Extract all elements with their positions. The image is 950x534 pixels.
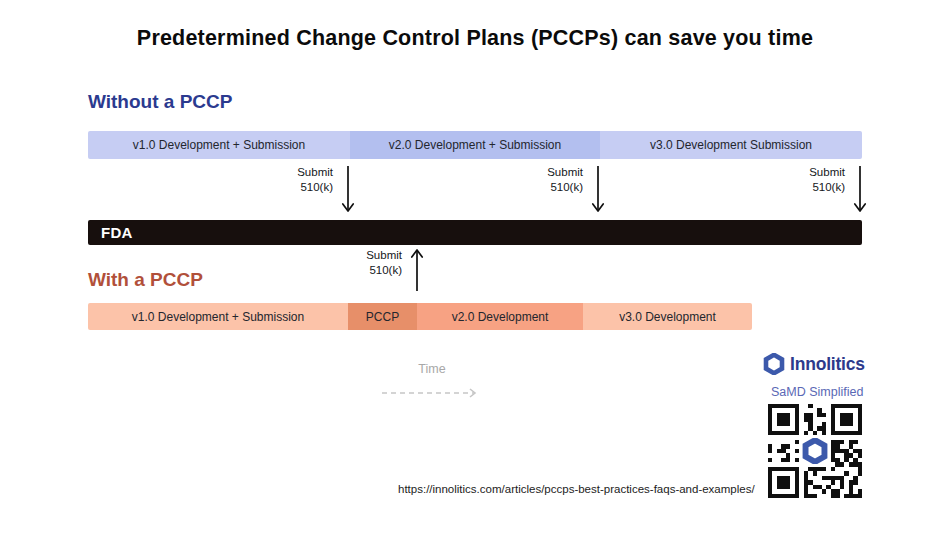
qr-code	[768, 404, 862, 498]
time-axis-label: Time	[380, 362, 484, 376]
timeline-segment-v3: v3.0 Development	[583, 303, 752, 330]
timeline-segment-pccp: PCCP	[348, 303, 417, 330]
segment-label: v1.0 Development + Submission	[133, 138, 305, 152]
segment-label: v2.0 Development	[452, 310, 549, 324]
segment-label: v3.0 Development Submission	[650, 138, 812, 152]
timeline-segment-v1: v1.0 Development + Submission	[88, 131, 350, 159]
fda-label: FDA	[88, 224, 133, 241]
submit-510k-label: Submit 510(k)	[285, 165, 333, 195]
down-arrow-icon	[853, 165, 867, 213]
innolitics-hexagon-icon	[763, 353, 785, 375]
with-pccp-timeline: v1.0 Development + Submission PCCP v2.0 …	[88, 303, 752, 330]
time-axis-arrow-icon	[380, 385, 484, 403]
submit-510k-label: Submit 510(k)	[354, 248, 402, 278]
innolitics-logo: Innolitics	[763, 353, 865, 375]
timeline-segment-v2: v2.0 Development	[417, 303, 583, 330]
down-arrow-icon	[341, 165, 355, 213]
submit-510k-label: Submit 510(k)	[535, 165, 583, 195]
timeline-segment-v3: v3.0 Development Submission	[600, 131, 862, 159]
pccp-slide: Predetermined Change Control Plans (PCCP…	[0, 0, 950, 534]
without-pccp-heading: Without a PCCP	[88, 91, 232, 113]
innolitics-logo-text: Innolitics	[790, 354, 865, 375]
with-pccp-heading: With a PCCP	[88, 269, 203, 291]
submit-510k-marker-2: Submit 510(k)	[535, 165, 605, 213]
fda-bar: FDA	[88, 220, 862, 245]
page-title: Predetermined Change Control Plans (PCCP…	[0, 26, 950, 51]
submit-510k-marker-3: Submit 510(k)	[797, 165, 867, 213]
timeline-segment-v2: v2.0 Development + Submission	[350, 131, 600, 159]
brand-tagline: SaMD Simplified	[771, 385, 863, 399]
submit-510k-label: Submit 510(k)	[797, 165, 845, 195]
segment-label: v3.0 Development	[619, 310, 716, 324]
qr-center-hexagon-icon	[768, 404, 862, 498]
without-pccp-timeline: v1.0 Development + Submission v2.0 Devel…	[88, 131, 862, 159]
segment-label: PCCP	[366, 310, 399, 324]
submit-510k-marker-up: Submit 510(k)	[354, 248, 424, 292]
submit-510k-marker-1: Submit 510(k)	[285, 165, 355, 213]
article-url: https://innolitics.com/articles/pccps-be…	[398, 483, 755, 495]
down-arrow-icon	[591, 165, 605, 213]
segment-label: v2.0 Development + Submission	[389, 138, 561, 152]
timeline-segment-v1: v1.0 Development + Submission	[88, 303, 348, 330]
up-arrow-icon	[410, 248, 424, 292]
segment-label: v1.0 Development + Submission	[132, 310, 304, 324]
